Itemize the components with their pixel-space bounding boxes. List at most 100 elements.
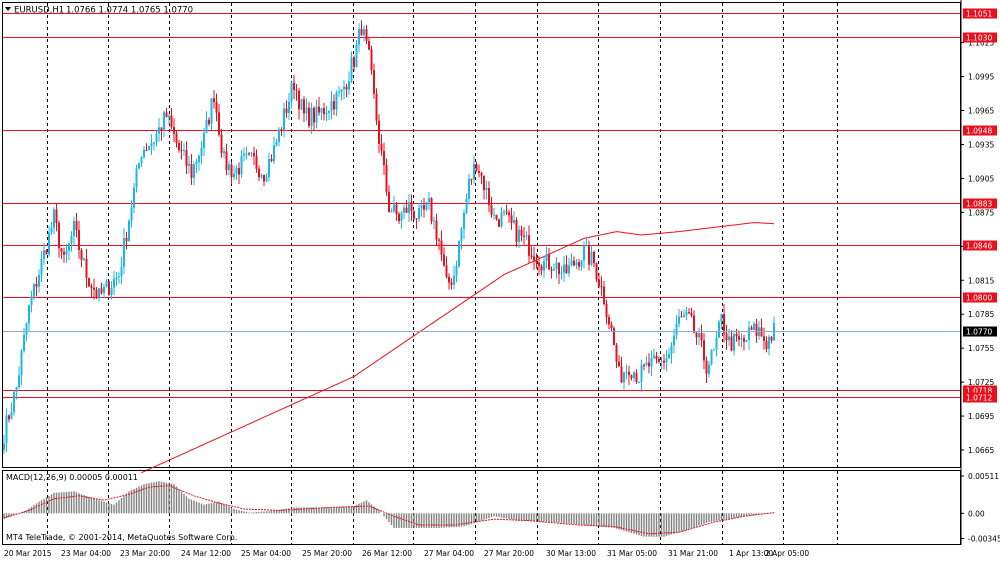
candle-body — [655, 355, 658, 360]
candle-body — [405, 207, 408, 213]
candle-body — [483, 175, 485, 191]
candle — [498, 218, 500, 228]
candle — [100, 282, 103, 295]
candle — [755, 319, 758, 343]
candle — [335, 90, 338, 116]
candle — [573, 256, 575, 267]
candle — [148, 145, 150, 151]
candle-body — [768, 336, 770, 349]
candle — [750, 325, 753, 330]
candle — [120, 256, 123, 285]
candle-body — [418, 208, 420, 220]
candle-body — [250, 153, 253, 155]
candle — [115, 272, 118, 287]
candle-body — [358, 28, 360, 45]
candle-body — [145, 149, 148, 151]
candle-body — [550, 269, 553, 271]
candle-body — [605, 303, 608, 318]
candle-body — [553, 269, 555, 271]
candle — [385, 158, 388, 196]
candle-body — [685, 312, 688, 316]
candle — [410, 194, 413, 221]
candle — [525, 231, 528, 240]
candle — [70, 231, 73, 252]
price-tag-label: 1.0800 — [966, 294, 992, 303]
candle — [440, 230, 443, 261]
candle-body — [293, 82, 295, 90]
candle — [448, 273, 450, 290]
candle — [450, 278, 453, 290]
candle — [318, 96, 320, 116]
candle — [355, 40, 358, 68]
candle — [150, 134, 153, 155]
candle-body — [420, 205, 423, 209]
candle-body — [735, 334, 738, 337]
candle-body — [380, 143, 383, 152]
candle-body — [393, 204, 395, 212]
candle — [408, 193, 410, 223]
candle-body — [413, 211, 415, 219]
candle — [695, 332, 698, 345]
triangle-down-icon[interactable] — [5, 7, 11, 11]
candle-body — [25, 323, 28, 336]
price-tag: 1.1030 — [963, 32, 997, 43]
macd-panel[interactable]: MACD(12,26,9) 0.00005 0.00011 MT4 TeleTr… — [2, 470, 961, 545]
candle — [348, 71, 350, 96]
candle-body — [163, 112, 165, 131]
candle-body — [703, 340, 705, 361]
candle-body — [263, 175, 265, 182]
candle — [85, 249, 88, 288]
candle — [708, 360, 710, 378]
candle-body — [155, 133, 158, 143]
candle-body — [275, 141, 278, 146]
candle-body — [365, 29, 368, 41]
candle-body — [378, 120, 380, 144]
candle — [610, 321, 613, 333]
candle — [565, 255, 568, 274]
candle-body — [618, 361, 620, 367]
candle-body — [578, 262, 580, 267]
candle-body — [228, 164, 230, 170]
price-tick-label: 1.0995 — [968, 73, 994, 82]
candle — [75, 212, 78, 238]
candle-body — [508, 212, 510, 216]
candle-body — [120, 266, 123, 277]
candle — [245, 147, 248, 160]
candle — [705, 356, 708, 383]
candle-body — [295, 89, 298, 91]
candle — [323, 102, 325, 121]
candle-body — [555, 262, 558, 270]
candle — [645, 356, 648, 367]
candle — [8, 414, 10, 423]
candle-body — [153, 142, 155, 144]
candle — [155, 130, 158, 147]
candle — [735, 328, 738, 342]
candle — [730, 330, 733, 352]
candle — [488, 181, 490, 213]
candle — [138, 162, 140, 170]
candle — [423, 197, 425, 218]
price-chart-panel[interactable]: EURUSD,H1 1.0766 1.0774 1.0765 1.0770 — [2, 2, 961, 474]
candle — [230, 161, 233, 185]
horizontal-levels[interactable] — [3, 13, 960, 398]
candle — [715, 331, 718, 357]
candle — [400, 211, 403, 229]
candle — [243, 147, 245, 162]
candle-body — [168, 115, 170, 118]
candle — [698, 327, 700, 346]
candle-body — [313, 108, 315, 123]
candle — [475, 161, 478, 172]
candle — [703, 332, 705, 369]
candle-body — [615, 345, 618, 362]
current-price-tag: 1.0770 — [963, 326, 997, 337]
candle-body — [18, 375, 20, 388]
candle — [48, 226, 50, 257]
candle — [570, 253, 573, 267]
candle — [158, 118, 160, 142]
candle-body — [83, 258, 85, 260]
price-tick-label: 1.0875 — [968, 208, 994, 217]
macd-signal-line — [3, 485, 775, 535]
candle-body — [255, 156, 258, 169]
candle-body — [448, 276, 450, 283]
candle — [293, 75, 295, 100]
